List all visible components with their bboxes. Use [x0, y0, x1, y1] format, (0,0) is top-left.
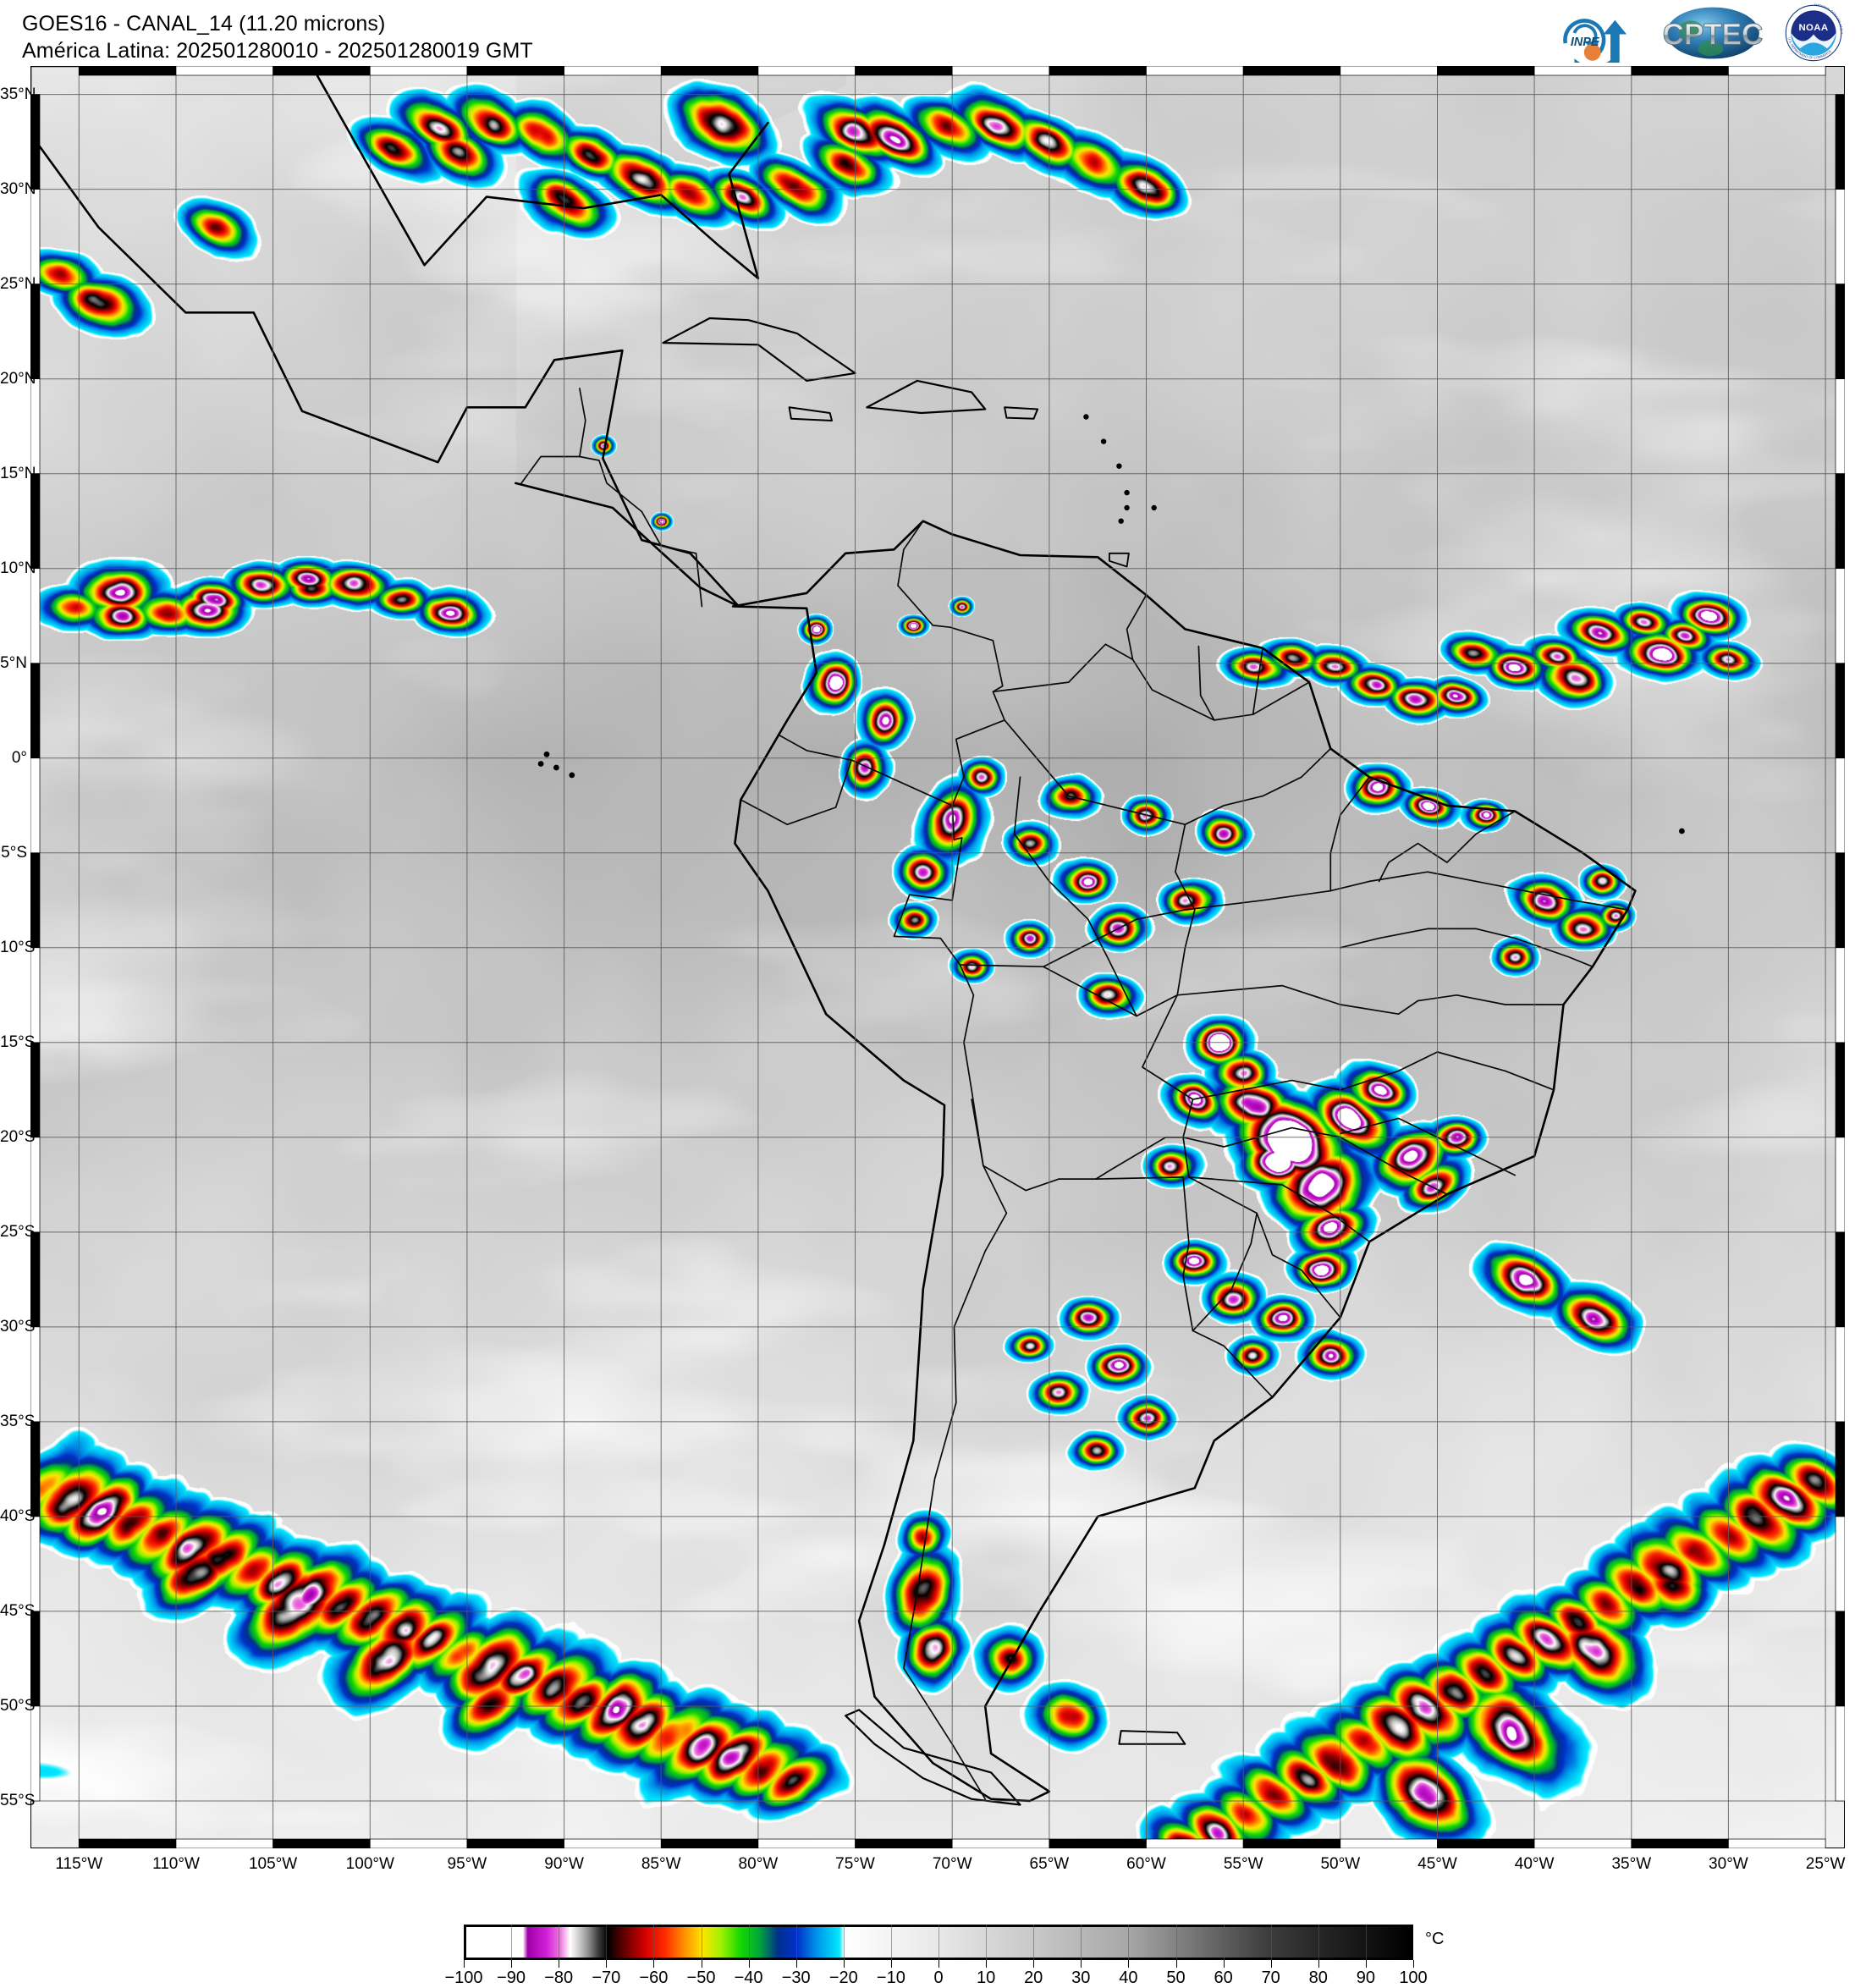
colorbar-tick: [653, 1960, 655, 1968]
lat-label: 45°S: [0, 1601, 36, 1620]
lon-label: 100°W: [345, 1855, 394, 1873]
lat-label: 15°S: [0, 1033, 36, 1051]
colorbar-tick: [606, 1960, 608, 1968]
colorbar-tick: [1270, 1960, 1272, 1968]
colorbar-tick-label: 100: [1399, 1969, 1428, 1987]
colorbar-tick-label: 40: [1119, 1969, 1138, 1987]
lon-label: 30°W: [1709, 1855, 1748, 1873]
colorbar-unit-label: °C: [1425, 1930, 1445, 1948]
colorbar-tick-label: −60: [639, 1969, 669, 1987]
colorbar-tick: [1128, 1960, 1130, 1968]
lon-label: 95°W: [447, 1855, 487, 1873]
lon-label: 55°W: [1223, 1855, 1263, 1873]
lon-label: 50°W: [1320, 1855, 1361, 1873]
colorbar-tick-label: 0: [933, 1969, 944, 1987]
colorbar-tick-label: −10: [876, 1969, 905, 1987]
colorbar-tick-label: 80: [1308, 1969, 1328, 1987]
colorbar-tick: [795, 1960, 797, 1968]
noaa-logo: NOAA NATIONAL OCEANIC AND ATMOSPHERIC U.…: [1784, 3, 1843, 62]
colorbar-tick: [890, 1960, 892, 1968]
colorbar-tick-label: 10: [976, 1969, 996, 1987]
colorbar-tick-label: 20: [1024, 1969, 1043, 1987]
lat-label: 15°N: [0, 464, 36, 482]
lat-label: 25°N: [0, 274, 36, 293]
colorbar-tick-label: −100: [444, 1969, 483, 1987]
lat-label: 50°S: [0, 1697, 36, 1715]
colorbar-tick-label: −20: [828, 1969, 858, 1987]
colorbar-tick-label: −80: [544, 1969, 574, 1987]
colorbar-tick-label: −70: [592, 1969, 621, 1987]
header: GOES16 - CANAL_14 (11.20 microns) Améric…: [0, 0, 1855, 66]
lon-label: 75°W: [835, 1855, 875, 1873]
colorbar-tick-label: 70: [1261, 1969, 1280, 1987]
lat-label: 30°S: [0, 1317, 36, 1335]
lat-label: 30°N: [0, 179, 36, 198]
colorbar-tick-label: −30: [781, 1969, 811, 1987]
map-frame-border: [30, 66, 1845, 1848]
page-title: GOES16 - CANAL_14 (11.20 microns) Améric…: [22, 10, 533, 64]
lon-label: 65°W: [1029, 1855, 1070, 1873]
lat-label: 5°S: [1, 843, 27, 862]
lon-label: 85°W: [641, 1855, 681, 1873]
colorbar-tick: [1223, 1960, 1225, 1968]
colorbar-tick-label: −50: [686, 1969, 716, 1987]
colorbar-tick: [748, 1960, 750, 1968]
lat-label: 40°S: [0, 1506, 36, 1525]
graticule-overlay: [30, 66, 1845, 1848]
colorbar-tick: [1175, 1960, 1177, 1968]
inpe-logo: INPE: [1563, 19, 1627, 63]
logo-strip: INPE CPTEC: [1544, 2, 1843, 64]
colorbar-tick-label: 90: [1356, 1969, 1376, 1987]
title-line-2: América Latina: 202501280010 - 202501280…: [22, 39, 533, 63]
colorbar-tick-label: 60: [1214, 1969, 1233, 1987]
lon-label: 45°W: [1417, 1855, 1457, 1873]
lat-label: 25°S: [0, 1222, 36, 1241]
colorbar-tick: [843, 1960, 845, 1968]
lon-label: 90°W: [544, 1855, 584, 1873]
lat-label: 55°S: [0, 1792, 36, 1809]
lon-label: 25°W: [1805, 1855, 1846, 1873]
colorbar-tick: [511, 1960, 513, 1968]
lat-label: 5°N: [0, 653, 27, 672]
colorbar-tick: [1318, 1960, 1319, 1968]
lon-label: 115°W: [55, 1855, 103, 1873]
colorbar-tick: [1081, 1960, 1082, 1968]
lat-label: 20°S: [0, 1127, 36, 1146]
colorbar-tick: [1033, 1960, 1035, 1968]
colorbar-tick-label: −90: [497, 1969, 526, 1987]
colorbar-tick-label: 30: [1071, 1969, 1091, 1987]
colorbar-tick-label: −40: [734, 1969, 763, 1987]
lon-label: 70°W: [932, 1855, 972, 1873]
lat-label: 10°N: [0, 559, 36, 577]
colorbar-tick: [986, 1960, 988, 1968]
lon-label: 40°W: [1514, 1855, 1555, 1873]
lat-label: 10°S: [0, 938, 36, 956]
colorbar-tick: [1413, 1960, 1414, 1968]
lat-label: 35°N: [0, 85, 36, 103]
svg-text:INPE: INPE: [1571, 36, 1599, 49]
satellite-map[interactable]: [30, 66, 1845, 1848]
lon-label: 60°W: [1126, 1855, 1166, 1873]
lon-label: 110°W: [152, 1855, 200, 1873]
lat-label: 0°: [11, 748, 27, 767]
colorbar-tick: [1365, 1960, 1367, 1968]
lon-label: 80°W: [738, 1855, 779, 1873]
coastline-overlay: [30, 66, 1685, 1806]
lat-label: 35°S: [0, 1412, 36, 1430]
satellite-image-canvas: [30, 66, 1845, 1848]
lat-label: 20°N: [0, 369, 36, 388]
svg-text:NOAA: NOAA: [1798, 23, 1828, 33]
title-line-1: GOES16 - CANAL_14 (11.20 microns): [22, 12, 386, 36]
cptec-logo: CPTEC: [1662, 7, 1764, 59]
colorbar-tick-label: 50: [1166, 1969, 1186, 1987]
lon-label: 35°W: [1611, 1855, 1652, 1873]
svg-text:CPTEC: CPTEC: [1663, 19, 1764, 52]
colorbar[interactable]: °C −100 −90 −80 −70 −60 −50 −40 −30 −20 −10 0 10 20 3…: [444, 1925, 1444, 1987]
colorbar-tick: [464, 1960, 465, 1968]
lon-label: 105°W: [248, 1855, 298, 1873]
